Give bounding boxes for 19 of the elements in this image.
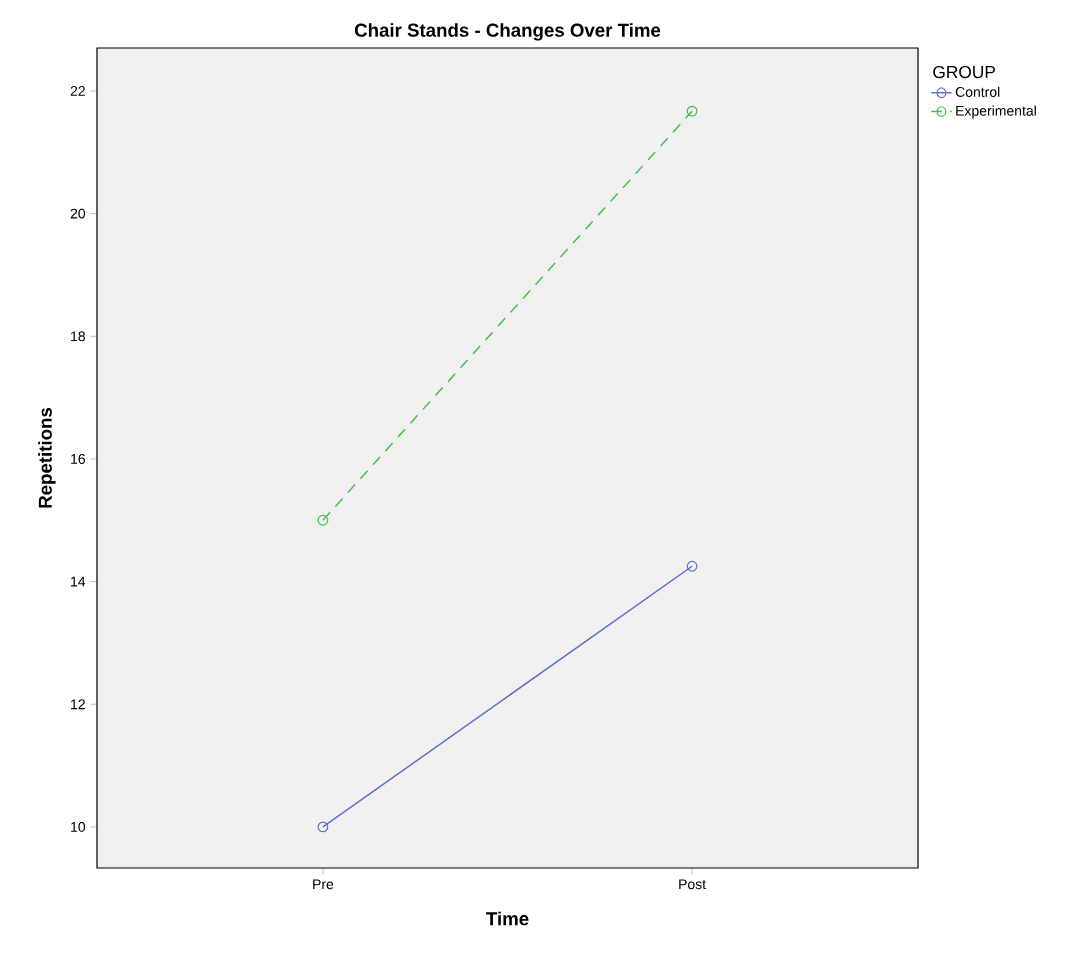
legend-label: Experimental (956, 105, 1036, 119)
y-tick-label: 22 (70, 86, 85, 96)
point (686, 105, 698, 117)
y-axis-title: Repetitions (38, 407, 56, 508)
x-tick-label: Pre (313, 879, 334, 890)
y-tick-label: 14 (71, 576, 86, 587)
point (686, 560, 698, 572)
legend-title: GROUP (933, 65, 995, 79)
y-tick-label: 12 (71, 699, 85, 710)
x-tick-label: Post (679, 879, 706, 890)
y-tick-label: 10 (71, 821, 86, 832)
point (317, 514, 329, 526)
point (317, 821, 329, 833)
legend-label: Control (955, 86, 1000, 97)
y-tick-label: 18 (71, 331, 86, 342)
y-tick-label: 16 (71, 453, 86, 464)
x-axis-title: Time (486, 911, 529, 926)
chart-title: Chair Stands - Changes Over Time (354, 23, 661, 41)
y-tick-label: 20 (70, 208, 86, 219)
